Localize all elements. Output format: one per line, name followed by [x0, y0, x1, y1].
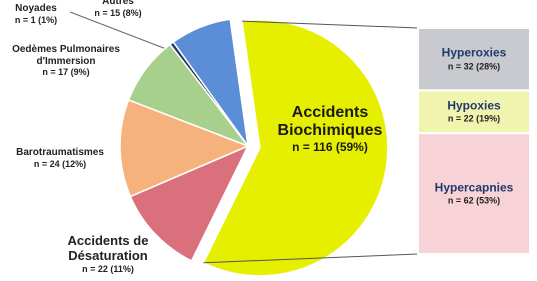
slice-name: Autres: [102, 0, 134, 7]
breakdown-name: Hyperoxies: [441, 45, 507, 60]
connector: [242, 20, 419, 29]
breakdown-value-label: n = 62 (53%): [447, 195, 501, 206]
pie-slice: [202, 19, 389, 277]
pie-slice: [129, 144, 250, 262]
breakdown-value-label: n = 22 (19%): [447, 113, 501, 124]
breakdown-box: [417, 89, 531, 135]
breakdown-name: Hypercapnies: [434, 179, 514, 194]
slice-value-label: n = 1 (1%): [14, 14, 58, 25]
slice-name: Oedèmes Pulmonaires d'Immersion: [12, 44, 120, 67]
slice-label: Oedèmes Pulmonaires d'Immersion n = 17 (9…: [1, 44, 131, 77]
breakdown-label: Hyperoxies n = 32 (28%): [442, 46, 507, 73]
slice-value-label: n = 17 (9%): [42, 67, 90, 77]
breakdown-box: [417, 27, 531, 92]
pie-slice: [172, 18, 249, 147]
breakdown-name: Hypoxies: [447, 98, 501, 113]
breakdown-value-label: n = 32 (28%): [447, 61, 501, 72]
slice-label: Accidents Biochimiques n = 116 (59%): [270, 104, 390, 155]
slice-label: Autres n = 15 (8%): [78, 0, 158, 18]
slice-label: Barotraumatismes n = 24 (12%): [0, 147, 125, 169]
slice-name: Accidents de Désaturation: [67, 233, 149, 263]
slice-value-label: n = 24 (12%): [33, 158, 87, 169]
slice-label: Accidents de Désaturation n = 22 (11%): [53, 233, 163, 274]
pie-slice: [119, 98, 250, 198]
slice-value-label: n = 116 (59%): [292, 139, 368, 154]
slice-label: Noyades n = 1 (1%): [0, 3, 76, 25]
connector: [203, 253, 419, 264]
slice-value-label: n = 22 (11%): [82, 263, 134, 274]
slice-name: Noyades: [15, 3, 57, 14]
slice-name: Accidents Biochimiques: [277, 104, 383, 140]
breakdown-box: [417, 132, 531, 255]
breakdown-label: Hypercapnies n = 62 (53%): [435, 180, 514, 207]
slice-name: Barotraumatismes: [16, 147, 104, 158]
breakdown-label: Hypoxies n = 22 (19%): [447, 98, 500, 125]
slice-value-label: n = 15 (8%): [94, 7, 142, 18]
